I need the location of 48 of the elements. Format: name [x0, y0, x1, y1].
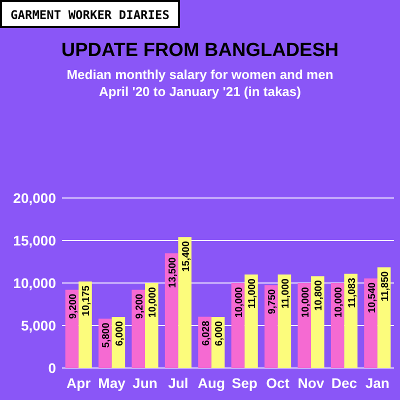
chart-title: UPDATE FROM BANGLADESH [61, 40, 339, 61]
bar [298, 283, 311, 368]
data-label: 13,500 [168, 256, 179, 288]
data-label: 6,000 [214, 320, 226, 346]
bar [364, 278, 378, 368]
x-tick-label: Aug [198, 375, 226, 391]
x-tick-label: May [98, 375, 126, 391]
data-label: 10,540 [366, 282, 378, 314]
data-label: 10,800 [314, 280, 325, 311]
y-tick-label: 20,000 [13, 190, 56, 206]
x-tick-label: Jun [132, 375, 158, 391]
bar [178, 237, 192, 368]
data-label: 15,400 [180, 240, 192, 272]
data-label: 10,175 [81, 285, 92, 316]
bar [311, 276, 324, 368]
data-label: 10,000 [334, 286, 345, 318]
data-label: 9,750 [267, 288, 278, 314]
y-tick-label: 15,000 [13, 232, 56, 248]
bar [145, 283, 158, 368]
data-label: 11,000 [280, 278, 292, 309]
data-label: 6,000 [114, 320, 126, 346]
y-tick-label: 10,000 [13, 275, 56, 291]
bar [244, 274, 258, 368]
data-label: 10,000 [234, 286, 245, 318]
x-tick-label: Apr [66, 375, 92, 391]
chart-subtitle: Median monthly salary for women and men April '20 to January '21 (in takas) [66, 67, 334, 99]
data-label: 11,083 [346, 277, 358, 308]
data-label: 10,000 [148, 286, 159, 318]
data-label: 11,850 [380, 270, 392, 302]
y-tick-label: 5,000 [20, 318, 56, 334]
bar [132, 290, 145, 368]
data-label: 5,800 [101, 322, 112, 348]
data-label: 9,200 [68, 293, 79, 319]
bar [344, 274, 358, 368]
data-label: 9,200 [134, 293, 146, 319]
x-tick-label: Jan [365, 375, 390, 391]
x-tick-label: Dec [331, 375, 358, 391]
data-label: 6,028 [200, 320, 212, 346]
x-tick-label: Jul [168, 375, 188, 391]
data-label: 11,000 [247, 278, 258, 309]
x-tick-label: Sep [232, 375, 258, 391]
text: GARMENT WORKER DIARIES [10, 8, 170, 22]
y-tick-label: 0 [48, 360, 56, 376]
bar [78, 282, 92, 368]
data-label: 10,000 [300, 286, 312, 318]
x-tick-label: Nov [298, 375, 324, 391]
x-tick-label: Oct [266, 375, 290, 391]
bar [264, 285, 278, 368]
